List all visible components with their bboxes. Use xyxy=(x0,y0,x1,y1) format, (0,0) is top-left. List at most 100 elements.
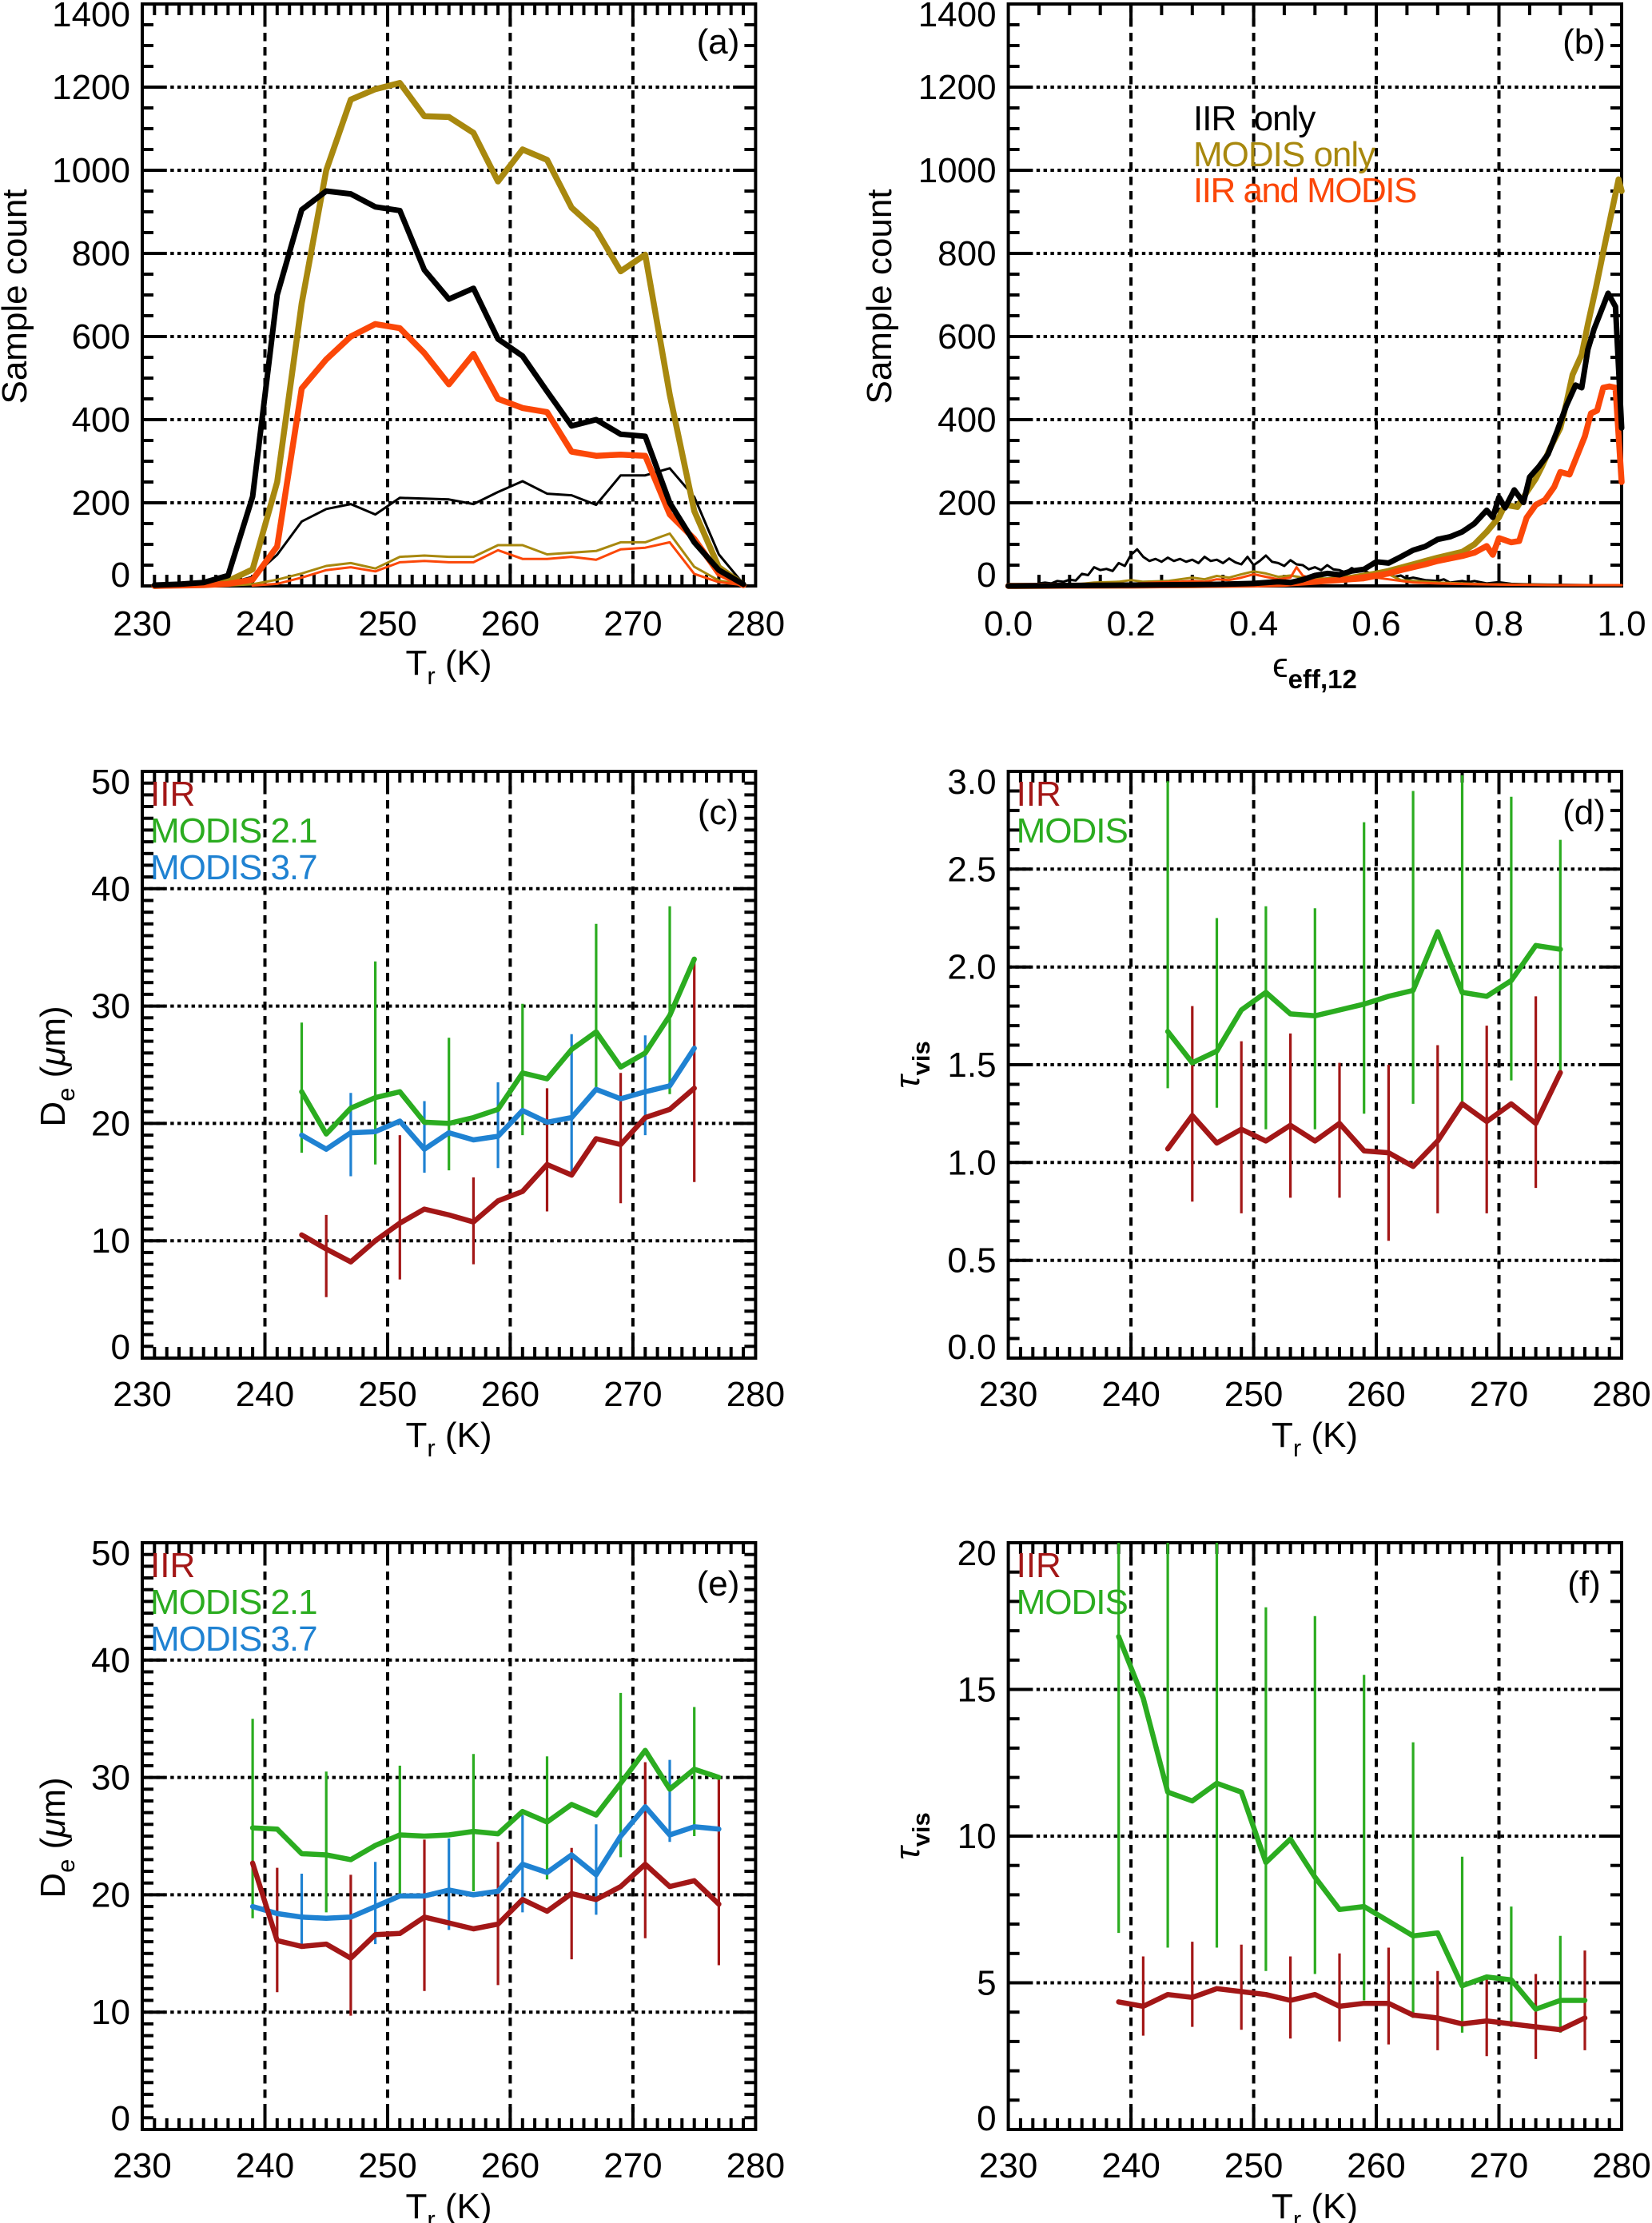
svg-text:240: 240 xyxy=(1101,1375,1160,1414)
svg-text:270: 270 xyxy=(603,2146,662,2185)
svg-text:50: 50 xyxy=(91,1534,130,1573)
svg-text:230: 230 xyxy=(979,1375,1037,1414)
svg-text:240: 240 xyxy=(1101,2146,1160,2185)
svg-text:2.0: 2.0 xyxy=(947,948,996,987)
svg-text:MODIS: MODIS xyxy=(1017,811,1128,851)
svg-text:0: 0 xyxy=(111,1328,130,1367)
svg-text:Tr (K): Tr (K) xyxy=(1272,2187,1358,2223)
svg-text:260: 260 xyxy=(481,1375,539,1414)
svg-text:(d): (d) xyxy=(1562,793,1606,832)
svg-text:τvis: τvis xyxy=(888,1041,935,1089)
svg-text:280: 280 xyxy=(1592,2146,1650,2185)
svg-text:400: 400 xyxy=(937,400,996,440)
svg-text:3.0: 3.0 xyxy=(947,763,996,802)
svg-text:0.6: 0.6 xyxy=(1351,604,1400,643)
svg-text:Tr (K): Tr (K) xyxy=(405,2187,492,2223)
svg-text:40: 40 xyxy=(91,1641,130,1680)
svg-text:280: 280 xyxy=(726,604,785,643)
svg-text:0.5: 0.5 xyxy=(947,1241,996,1281)
svg-text:Sample count: Sample count xyxy=(860,189,899,404)
svg-text:280: 280 xyxy=(726,2146,785,2185)
svg-text:De (μm): De (μm) xyxy=(34,1006,80,1126)
svg-text:230: 230 xyxy=(113,604,171,643)
svg-text:280: 280 xyxy=(726,1375,785,1414)
svg-text:260: 260 xyxy=(481,2146,539,2185)
svg-text:MODIS 3.7: MODIS 3.7 xyxy=(150,1619,317,1659)
svg-text:800: 800 xyxy=(937,234,996,273)
svg-text:5: 5 xyxy=(977,1964,996,2003)
svg-text:MODIS only: MODIS only xyxy=(1193,135,1375,174)
svg-text:30: 30 xyxy=(91,987,130,1026)
svg-text:250: 250 xyxy=(358,2146,416,2185)
svg-text:15: 15 xyxy=(957,1671,997,1710)
svg-text:270: 270 xyxy=(1470,2146,1528,2185)
svg-text:IIR: IIR xyxy=(1017,1546,1061,1585)
svg-text:1400: 1400 xyxy=(52,0,130,34)
svg-text:250: 250 xyxy=(1224,1375,1283,1414)
svg-text:1.0: 1.0 xyxy=(1597,604,1646,643)
svg-text:250: 250 xyxy=(1224,2146,1283,2185)
svg-text:0.2: 0.2 xyxy=(1107,604,1156,643)
svg-text:(c): (c) xyxy=(698,793,738,832)
svg-text:IIR: IIR xyxy=(150,775,195,814)
svg-text:Tr (K): Tr (K) xyxy=(405,1416,492,1462)
svg-text:280: 280 xyxy=(1592,1375,1650,1414)
svg-text:0.8: 0.8 xyxy=(1475,604,1523,643)
svg-text:800: 800 xyxy=(72,234,130,273)
svg-text:Tr (K): Tr (K) xyxy=(1272,1416,1358,1462)
svg-text:240: 240 xyxy=(236,604,294,643)
svg-text:MODIS: MODIS xyxy=(1017,1583,1128,1622)
svg-text:40: 40 xyxy=(91,870,130,909)
svg-text:20: 20 xyxy=(957,1534,997,1573)
svg-text:0: 0 xyxy=(977,2099,996,2138)
svg-text:MODIS 2.1: MODIS 2.1 xyxy=(150,1583,317,1622)
svg-text:260: 260 xyxy=(481,604,539,643)
svg-text:(a): (a) xyxy=(697,22,740,62)
svg-text:260: 260 xyxy=(1347,2146,1405,2185)
svg-text:IIR: IIR xyxy=(150,1546,195,1585)
svg-text:270: 270 xyxy=(1470,1375,1528,1414)
svg-text:400: 400 xyxy=(72,400,130,440)
svg-text:0.0: 0.0 xyxy=(947,1328,996,1367)
svg-text:240: 240 xyxy=(236,2146,294,2185)
svg-text:MODIS 2.1: MODIS 2.1 xyxy=(150,811,317,851)
svg-text:270: 270 xyxy=(603,1375,662,1414)
svg-text:1200: 1200 xyxy=(918,68,997,107)
svg-text:1.5: 1.5 xyxy=(947,1046,996,1085)
svg-text:50: 50 xyxy=(91,763,130,802)
svg-text:MODIS 3.7: MODIS 3.7 xyxy=(150,848,317,887)
svg-text:(f): (f) xyxy=(1567,1564,1601,1604)
svg-text:200: 200 xyxy=(937,484,996,523)
svg-text:250: 250 xyxy=(358,604,416,643)
svg-text:IIR only: IIR only xyxy=(1193,99,1316,138)
svg-text:Tr (K): Tr (K) xyxy=(405,643,492,690)
svg-text:1.0: 1.0 xyxy=(947,1143,996,1182)
svg-text:1200: 1200 xyxy=(52,68,130,107)
svg-text:250: 250 xyxy=(358,1375,416,1414)
svg-text:10: 10 xyxy=(957,1817,997,1856)
svg-text:1000: 1000 xyxy=(52,151,130,190)
svg-text:20: 20 xyxy=(91,1104,130,1143)
svg-text:IIR: IIR xyxy=(1017,775,1061,814)
svg-text:230: 230 xyxy=(979,2146,1037,2185)
svg-text:0: 0 xyxy=(111,2099,130,2138)
svg-text:2.5: 2.5 xyxy=(947,850,996,889)
svg-text:(b): (b) xyxy=(1562,22,1606,62)
svg-text:30: 30 xyxy=(91,1759,130,1798)
svg-text:600: 600 xyxy=(72,317,130,357)
svg-text:0: 0 xyxy=(977,556,996,595)
svg-text:10: 10 xyxy=(91,1221,130,1261)
svg-text:1400: 1400 xyxy=(918,0,997,34)
svg-text:De (μm): De (μm) xyxy=(34,1777,80,1898)
svg-text:τvis: τvis xyxy=(888,1812,935,1860)
svg-text:200: 200 xyxy=(72,484,130,523)
svg-text:230: 230 xyxy=(113,1375,171,1414)
svg-text:0.0: 0.0 xyxy=(984,604,1033,643)
svg-text:270: 270 xyxy=(603,604,662,643)
svg-text:240: 240 xyxy=(236,1375,294,1414)
svg-text:260: 260 xyxy=(1347,1375,1405,1414)
svg-text:0.4: 0.4 xyxy=(1229,604,1278,643)
svg-text:10: 10 xyxy=(91,1993,130,2032)
svg-text:230: 230 xyxy=(113,2146,171,2185)
svg-text:(e): (e) xyxy=(697,1564,740,1604)
